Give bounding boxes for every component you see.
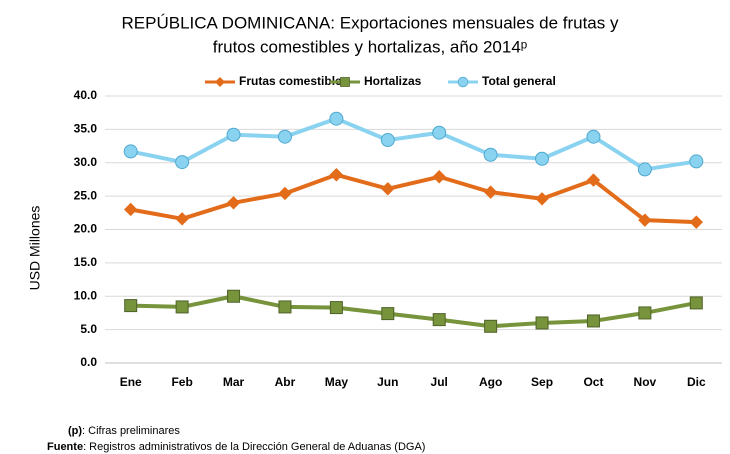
marker (226, 127, 241, 142)
footnote-label: (p) (68, 425, 82, 437)
y-tick-label: 25.0 (74, 188, 98, 202)
chart-title-line: frutos comestibles y hortalizas, año 201… (213, 37, 527, 56)
y-tick-label: 35.0 (74, 122, 98, 136)
marker (535, 192, 549, 206)
marker (381, 307, 395, 321)
x-tick-label: Sep (531, 375, 553, 389)
marker (637, 162, 652, 177)
y-tick-label: 0.0 (80, 355, 97, 369)
marker (381, 182, 395, 196)
marker (226, 196, 241, 210)
series-line (130, 294, 697, 329)
marker (535, 316, 549, 330)
marker (432, 125, 447, 140)
footnote-text: : Cifras preliminares (82, 425, 180, 437)
marker (586, 314, 600, 328)
marker (124, 202, 138, 217)
marker (638, 306, 652, 320)
x-tick-label: Oct (583, 375, 603, 389)
marker (278, 186, 292, 201)
x-tick-label: May (325, 375, 349, 389)
marker (380, 133, 395, 148)
marker (175, 212, 189, 226)
y-tick-label: 20.0 (74, 222, 98, 236)
legend-marker (340, 77, 350, 87)
legend-marker (457, 76, 469, 88)
x-tick-label: Jun (377, 375, 398, 389)
legend-marker (214, 76, 226, 88)
y-tick-label: 5.0 (80, 322, 97, 336)
x-tick-label: Dic (687, 375, 706, 389)
marker (329, 301, 343, 315)
marker (689, 296, 703, 310)
marker (329, 111, 344, 126)
marker (638, 213, 652, 227)
footnote: Fuente: Registros administrativos de la … (47, 441, 425, 453)
y-tick-label: 40.0 (74, 88, 98, 102)
marker (329, 168, 344, 182)
x-tick-label: Nov (634, 375, 657, 389)
marker (175, 155, 190, 170)
footnote: (p): Cifras preliminares (68, 425, 180, 437)
y-tick-label: 10.0 (74, 288, 98, 302)
marker (278, 300, 292, 314)
legend-label: Hortalizas (364, 74, 422, 88)
marker (484, 319, 498, 333)
marker (432, 313, 446, 327)
y-axis-label: USD Millones (27, 206, 43, 291)
legend-label: Total general (482, 74, 556, 88)
marker (535, 151, 550, 166)
series-line (130, 116, 697, 172)
marker (586, 129, 601, 144)
marker (586, 173, 601, 187)
marker (689, 154, 704, 169)
y-tick-label: 30.0 (74, 155, 98, 169)
marker (175, 300, 189, 314)
marker (227, 289, 241, 303)
marker (483, 147, 498, 162)
footnote-label: Fuente (47, 441, 83, 453)
marker (277, 129, 292, 144)
marker (123, 144, 138, 159)
marker (124, 299, 138, 313)
marker (432, 170, 446, 184)
x-tick-label: Jul (431, 375, 448, 389)
footnote-text: : Registros administrativos de la Direcc… (83, 441, 425, 453)
x-tick-label: Abr (275, 375, 296, 389)
x-tick-label: Ene (120, 375, 142, 389)
marker (689, 215, 703, 229)
x-tick-label: Ago (479, 375, 502, 389)
x-tick-label: Mar (223, 375, 245, 389)
legend-label: Frutas comestibles (239, 74, 349, 88)
y-tick-label: 15.0 (74, 255, 98, 269)
marker (483, 185, 498, 199)
series-line (130, 172, 697, 225)
x-tick-label: Feb (171, 375, 192, 389)
chart-title-line: REPÚBLICA DOMINICANA: Exportaciones mens… (122, 13, 619, 32)
